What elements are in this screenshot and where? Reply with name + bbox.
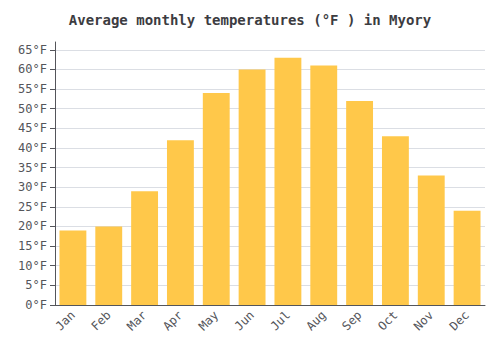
svg-text:40°F: 40°F [18,141,47,155]
svg-text:Jul: Jul [268,308,293,333]
svg-text:30°F: 30°F [18,180,47,194]
svg-text:Mar: Mar [124,308,149,333]
svg-text:65°F: 65°F [18,43,47,57]
svg-text:45°F: 45°F [18,121,47,135]
svg-text:0°F: 0°F [25,298,47,312]
svg-text:Dec: Dec [447,308,472,333]
svg-text:May: May [196,308,221,333]
svg-text:Oct: Oct [375,308,400,333]
svg-text:Sep: Sep [339,308,364,333]
svg-text:15°F: 15°F [18,239,47,253]
svg-text:60°F: 60°F [18,62,47,76]
svg-text:Jan: Jan [53,308,78,333]
svg-text:35°F: 35°F [18,161,47,175]
svg-text:10°F: 10°F [18,259,47,273]
svg-text:Apr: Apr [160,308,185,333]
svg-text:20°F: 20°F [18,219,47,233]
svg-text:Nov: Nov [411,308,436,333]
svg-text:50°F: 50°F [18,102,47,116]
svg-text:5°F: 5°F [25,278,47,292]
svg-text:25°F: 25°F [18,200,47,214]
svg-text:Average monthly temperatures (: Average monthly temperatures (°F ) in My… [69,12,432,28]
svg-text:Jun: Jun [232,308,257,333]
svg-text:Feb: Feb [88,308,113,333]
svg-text:Aug: Aug [303,308,328,333]
svg-text:55°F: 55°F [18,82,47,96]
